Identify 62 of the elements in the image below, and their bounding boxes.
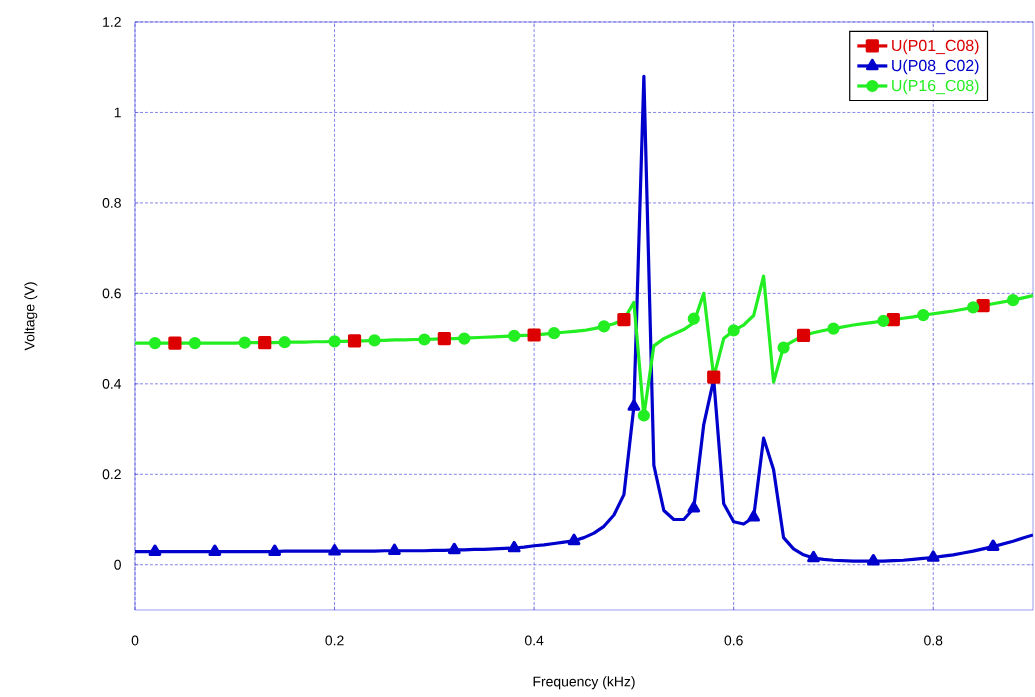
point: [188, 337, 201, 350]
x-tick-label: 0.8: [924, 635, 943, 646]
y-tick-label: 0.2: [102, 469, 121, 480]
point: [617, 313, 631, 327]
y-tick-label: 0.4: [102, 378, 122, 389]
x-tick-label: 0.6: [724, 635, 743, 646]
point: [388, 543, 401, 556]
point: [507, 540, 521, 553]
x-axis-title: Frequency (kHz): [533, 676, 635, 690]
point: [877, 314, 890, 328]
x-tick-label: 0.2: [325, 635, 344, 646]
point: [747, 510, 760, 522]
point: [796, 328, 811, 343]
point: [627, 399, 641, 411]
point: [508, 329, 521, 342]
point: [867, 554, 880, 566]
x-tick-label: 0.4: [524, 635, 544, 646]
point: [687, 501, 701, 513]
y-tick-label: 0.8: [102, 197, 121, 208]
point: [458, 332, 471, 345]
point: [807, 550, 820, 563]
point: [926, 550, 940, 562]
legend-label: U(P16_C08): [892, 79, 979, 95]
point: [976, 298, 990, 313]
y-tick-label: 1: [114, 107, 121, 118]
point: [917, 308, 930, 322]
point: [727, 324, 740, 337]
point: [258, 336, 272, 350]
y-tick-label: 1.2: [103, 17, 121, 27]
point: [567, 533, 581, 546]
point: [637, 409, 650, 422]
point: [208, 544, 222, 556]
point: [328, 335, 341, 348]
x-tick-label: 0: [131, 635, 139, 646]
y-tick-label: 0: [114, 559, 121, 570]
point: [967, 301, 980, 314]
point: [597, 320, 611, 333]
legend-label: U(P01_C08): [892, 39, 979, 55]
point: [168, 336, 182, 350]
point: [148, 544, 162, 556]
y-tick-label: 0.6: [102, 288, 121, 299]
y-axis-title: Voltage (V): [24, 282, 38, 351]
point: [447, 542, 461, 555]
point: [328, 544, 341, 556]
point: [268, 544, 282, 556]
point: [148, 337, 162, 350]
point: [687, 312, 700, 325]
legend-label: U(P08_C02): [892, 59, 979, 75]
point: [238, 336, 251, 349]
point: [707, 370, 721, 384]
point: [986, 539, 1000, 552]
point: [547, 327, 561, 340]
point: [527, 328, 541, 342]
point: [368, 334, 381, 347]
point: [418, 333, 431, 346]
point: [777, 341, 790, 354]
point: [278, 336, 291, 349]
point: [886, 313, 900, 327]
point: [1006, 294, 1020, 307]
point: [437, 332, 451, 346]
point: [827, 322, 840, 335]
point: [347, 334, 362, 348]
